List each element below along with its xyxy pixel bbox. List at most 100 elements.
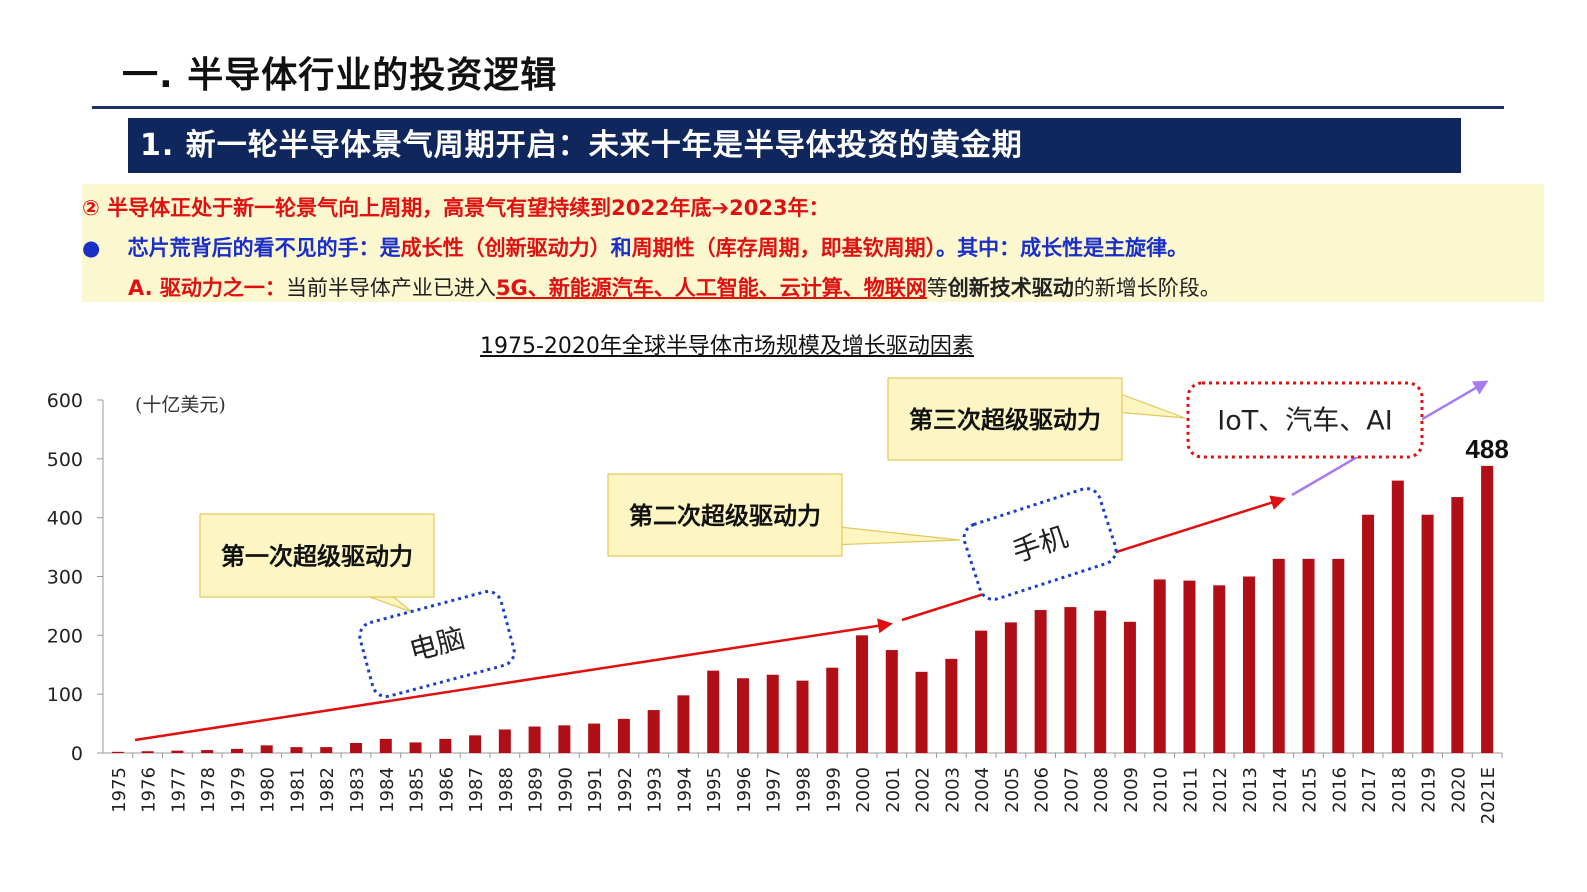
bar: [1451, 497, 1464, 753]
x-tick-label: 2005: [1002, 767, 1023, 813]
bar: [975, 630, 988, 753]
note-line-2-b: 成长性（创新驱动力）: [400, 236, 611, 260]
bar: [856, 635, 869, 753]
x-tick-label: 2009: [1121, 767, 1142, 813]
callout-driver3-pointer: [1114, 391, 1186, 419]
bar: [379, 738, 392, 753]
note-line-2-a: 芯片荒背后的看不见的手：是: [127, 236, 401, 260]
note-line-3-c: 5G、新能源汽车、人工智能、云计算、物联网: [495, 276, 927, 300]
x-tick-label: 1992: [615, 767, 636, 813]
bar: [826, 667, 839, 753]
bar: [558, 725, 571, 753]
x-tick-label: 1999: [823, 767, 844, 813]
x-tick-label: 2016: [1329, 767, 1350, 813]
bar: [528, 726, 541, 753]
bar: [111, 751, 124, 753]
bar: [1183, 580, 1196, 753]
callout-driver2-seam: [609, 524, 841, 531]
bar: [796, 680, 809, 753]
x-tick-label: 2014: [1270, 767, 1291, 813]
note-line-3: A. 驱动力之一：当前半导体产业已进入5G、新能源汽车、人工智能、云计算、物联网…: [128, 272, 1221, 302]
x-tick-label: 1995: [704, 767, 725, 813]
section-banner: 1. 新一轮半导体景气周期开启：未来十年是半导体投资的黄金期: [128, 118, 1461, 173]
bar: [1094, 610, 1107, 753]
bar: [588, 723, 601, 753]
x-tick-label: 1984: [377, 767, 398, 813]
bar: [1242, 576, 1255, 753]
bar: [320, 747, 333, 753]
bar: [1004, 622, 1017, 753]
x-tick-label: 2004: [972, 767, 993, 813]
x-tick-label: 1998: [794, 767, 815, 813]
note-line-3-f: 的新增长阶段。: [1073, 276, 1221, 300]
note-line-3-e: 创新技术驱动: [947, 276, 1074, 300]
x-tick-label: 1979: [228, 767, 249, 813]
bar: [766, 674, 779, 753]
x-tick-label: 1989: [526, 767, 547, 813]
page-title: 一. 半导体行业的投资逻辑: [122, 55, 558, 96]
x-tick-label: 1976: [139, 767, 160, 813]
bar: [350, 742, 363, 753]
x-tick-label: 2020: [1448, 767, 1469, 813]
bar: [141, 751, 154, 753]
bar: [1153, 579, 1166, 753]
x-tick-label: 2011: [1180, 767, 1201, 813]
tag-phone-border: [962, 487, 1118, 601]
tag-phone: 手机: [962, 487, 1118, 601]
bar: [736, 678, 749, 753]
y-tick-label: 100: [47, 684, 83, 706]
bar: [469, 735, 482, 753]
note-line-3-a: A. 驱动力之一：: [128, 276, 286, 300]
x-tick-label: 1996: [734, 767, 755, 813]
bar: [617, 718, 630, 753]
note-line-3-d: 等: [926, 276, 948, 300]
bar: [260, 745, 273, 753]
x-tick-label: 2015: [1300, 767, 1321, 813]
x-tick-label: 2001: [883, 767, 904, 813]
bar: [707, 670, 720, 753]
bar: [915, 671, 928, 753]
callout-driver1-box: [199, 513, 435, 598]
x-tick-label: 2008: [1091, 767, 1112, 813]
bar: [1064, 607, 1077, 753]
title-divider: [92, 106, 1504, 109]
x-tick-label: 1986: [436, 767, 457, 813]
note-line-2-e: 。其中：成长性是主旋律。: [936, 236, 1189, 260]
y-tick-label: 500: [47, 449, 83, 471]
x-tick-label: 2017: [1359, 767, 1380, 813]
x-tick-label: 2000: [853, 767, 874, 813]
callout-driver1-seam: [201, 565, 433, 572]
y-tick-label: 300: [47, 567, 83, 589]
x-tick-label: 1975: [109, 767, 130, 813]
bar: [1391, 480, 1404, 753]
bar: [1272, 558, 1285, 753]
bar: [647, 710, 660, 753]
bar: [498, 729, 511, 753]
bar: [201, 750, 214, 753]
bar: [1213, 585, 1226, 753]
x-tick-label: 1987: [466, 767, 487, 813]
bar: [885, 650, 898, 753]
bar: [230, 748, 243, 753]
x-tick-label: 2006: [1032, 767, 1053, 813]
x-tick-label: 2012: [1210, 767, 1231, 813]
bar: [409, 742, 422, 753]
callout-driver1-label: 第一次超级驱动力: [221, 543, 413, 571]
x-tick-label: 2013: [1240, 767, 1261, 813]
bar: [1302, 558, 1315, 753]
bar: [1332, 558, 1345, 753]
note-line-2: ● 芯片荒背后的看不见的手：是成长性（创新驱动力）和周期性（库存周期，即基钦周期…: [82, 232, 1188, 262]
y-tick-label: 600: [47, 390, 83, 412]
y-axis-label: (十亿美元): [135, 394, 226, 416]
x-tick-label: 2010: [1151, 767, 1172, 813]
x-tick-label: 2002: [913, 767, 934, 813]
x-tick-label: 1980: [258, 767, 279, 813]
x-tick-label: 1977: [168, 767, 189, 813]
x-tick-label: 1981: [287, 767, 308, 813]
x-tick-label: 1988: [496, 767, 517, 813]
bar: [1362, 514, 1375, 753]
note-line-1: ② 半导体正处于新一轮景气向上周期，高景气有望持续到2022年底➔2023年：: [82, 196, 830, 220]
trend-arrow-1: [134, 618, 893, 742]
note-line-3-b: 当前半导体产业已进入: [285, 276, 496, 300]
